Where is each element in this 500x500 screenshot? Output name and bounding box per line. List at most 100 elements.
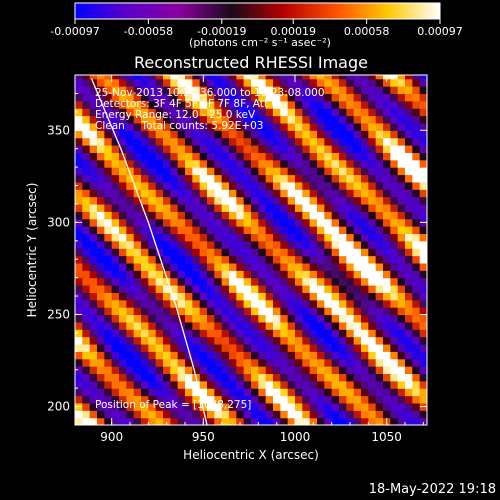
heatmap-cell — [346, 262, 355, 271]
heatmap-cell — [309, 115, 318, 124]
heatmap-cell — [133, 307, 142, 316]
heatmap-cell — [361, 336, 369, 345]
heatmap-cell — [97, 196, 105, 205]
heatmap-cell — [199, 314, 208, 323]
heatmap-cell — [309, 307, 318, 316]
heatmap-cell — [89, 285, 98, 293]
heatmap-cell — [148, 270, 157, 279]
heatmap-cell — [280, 233, 289, 242]
heatmap-cell — [236, 262, 245, 271]
heatmap-cell — [287, 218, 296, 227]
heatmap-cell — [324, 181, 333, 190]
heatmap-cell — [126, 358, 135, 367]
heatmap-cell — [133, 314, 142, 323]
heatmap-cell — [339, 343, 347, 352]
heatmap-cell — [89, 270, 98, 279]
heatmap-cell — [273, 226, 281, 235]
heatmap-cell — [243, 307, 252, 316]
heatmap-cell — [309, 410, 318, 419]
heatmap-cell — [75, 358, 83, 367]
heatmap-cell — [199, 226, 208, 235]
heatmap-cell — [361, 196, 369, 205]
heatmap-cell — [295, 233, 303, 242]
heatmap-cell — [390, 174, 399, 183]
heatmap-cell — [170, 380, 179, 389]
heatmap-cell — [141, 343, 149, 352]
heatmap-cell — [141, 285, 149, 293]
heatmap-cell — [412, 351, 421, 360]
heatmap-cell — [119, 75, 127, 80]
heatmap-cell — [302, 218, 311, 227]
heatmap-cell — [155, 167, 164, 176]
heatmap-cell — [309, 321, 318, 330]
heatmap-cell — [97, 329, 105, 338]
heatmap-cell — [383, 380, 391, 389]
chart-title: Reconstructed RHESSI Image — [134, 53, 368, 72]
heatmap-cell — [324, 402, 333, 411]
heatmap-cell — [331, 307, 340, 316]
heatmap-cell — [324, 329, 333, 338]
heatmap-cell — [192, 255, 201, 264]
heatmap-cell — [170, 388, 179, 397]
heatmap-cell — [221, 373, 230, 382]
heatmap-cell — [243, 395, 252, 404]
heatmap-cell — [331, 145, 340, 153]
heatmap-cell — [111, 211, 120, 220]
heatmap-cell — [397, 255, 406, 264]
heatmap-cell — [280, 388, 289, 397]
heatmap-cell — [119, 226, 127, 235]
heatmap-cell — [339, 248, 347, 257]
heatmap-cell — [104, 351, 113, 360]
heatmap-cell — [199, 100, 208, 109]
heatmap-cell — [214, 314, 223, 323]
heatmap-cell — [89, 152, 98, 161]
heatmap-cell — [163, 395, 171, 404]
heatmap-cell — [141, 270, 149, 279]
heatmap-cell — [221, 277, 230, 286]
heatmap-cell — [185, 137, 193, 146]
heatmap-cell — [295, 380, 303, 389]
heatmap-cell — [82, 410, 91, 419]
heatmap-cell — [221, 410, 230, 419]
heatmap-cell — [104, 277, 113, 286]
heatmap-cell — [207, 108, 215, 117]
heatmap-cell — [265, 336, 274, 345]
heatmap-cell — [148, 137, 157, 146]
heatmap-cell — [111, 277, 120, 286]
heatmap-cell — [199, 189, 208, 198]
heatmap-cell — [207, 167, 215, 176]
heatmap-cell — [192, 307, 201, 316]
heatmap-cell — [405, 226, 413, 235]
heatmap-cell — [412, 366, 421, 375]
heatmap-cell — [148, 108, 157, 117]
heatmap-cell — [405, 196, 413, 205]
heatmap-cell — [258, 329, 267, 338]
heatmap-cell — [229, 262, 237, 271]
heatmap-cell — [155, 255, 164, 264]
heatmap-cell — [97, 240, 105, 249]
heatmap-cell — [229, 402, 237, 411]
heatmap-cell — [302, 130, 311, 139]
heatmap-cell — [405, 233, 413, 242]
x-tick-label: 900 — [100, 430, 123, 444]
heatmap-cell — [185, 108, 193, 117]
heatmap-cell — [170, 292, 179, 301]
heatmap-cell — [287, 336, 296, 345]
heatmap-cell — [236, 108, 245, 117]
heatmap-cell — [419, 233, 427, 242]
heatmap-cell — [419, 211, 427, 220]
heatmap-cell — [265, 366, 274, 375]
heatmap-cell — [111, 203, 120, 212]
heatmap-cell — [258, 277, 267, 286]
heatmap-cell — [324, 299, 333, 308]
heatmap-cell — [397, 226, 406, 235]
heatmap-cell — [97, 402, 105, 411]
heatmap-cell — [309, 233, 318, 242]
heatmap-cell — [375, 86, 384, 95]
heatmap-cell — [97, 270, 105, 279]
heatmap-cell — [339, 137, 347, 146]
heatmap-cell — [221, 218, 230, 227]
heatmap-cell — [104, 380, 113, 389]
heatmap-cell — [170, 115, 179, 124]
heatmap-cell — [390, 226, 399, 235]
